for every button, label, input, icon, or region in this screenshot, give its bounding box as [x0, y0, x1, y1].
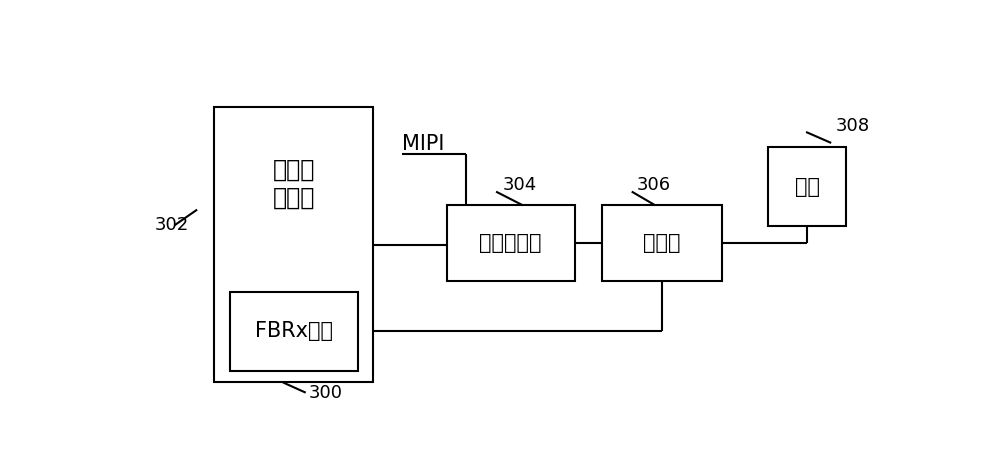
- Text: 306: 306: [637, 176, 671, 194]
- Text: 308: 308: [836, 118, 870, 135]
- Text: 功率放大器: 功率放大器: [479, 233, 542, 253]
- Bar: [230, 291, 358, 371]
- Text: 天线: 天线: [794, 177, 820, 196]
- Text: MIPI: MIPI: [402, 134, 445, 155]
- Text: 302: 302: [154, 216, 189, 234]
- Bar: [602, 205, 722, 281]
- Text: 300: 300: [309, 384, 343, 402]
- Bar: [214, 107, 373, 382]
- Text: 耦合器: 耦合器: [643, 233, 680, 253]
- Text: 射频集
成电路: 射频集 成电路: [272, 158, 315, 210]
- Text: FBRx电路: FBRx电路: [255, 321, 333, 341]
- Bar: [447, 205, 574, 281]
- Bar: [768, 147, 846, 227]
- Text: 304: 304: [502, 176, 537, 194]
